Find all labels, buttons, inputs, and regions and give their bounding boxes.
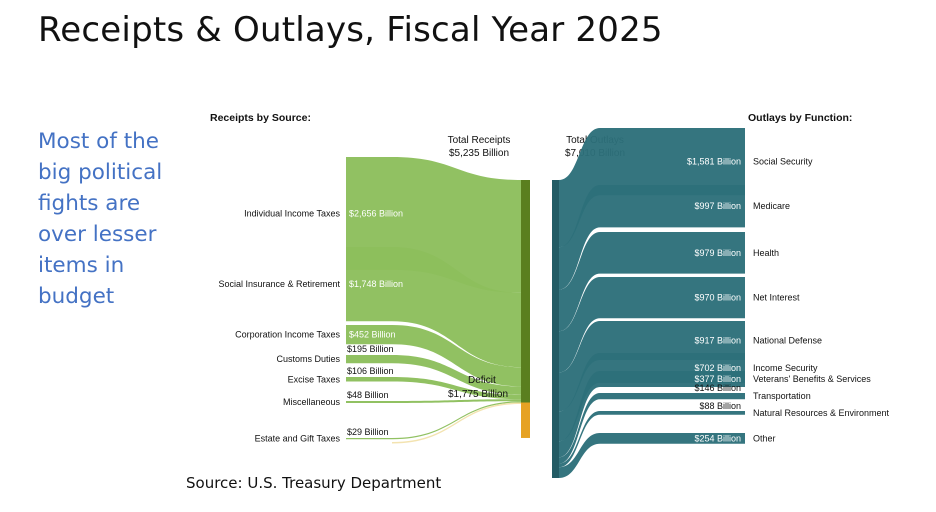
deficit-label: Deficit [468, 375, 496, 386]
outlay-value: $377 Billion [694, 374, 741, 384]
outlay-label: Health [753, 248, 779, 258]
outlays-heading: Outlays by Function: [748, 112, 852, 124]
outlay-flow [559, 277, 745, 373]
outlay-value: $254 Billion [694, 433, 741, 443]
receipt-label: Individual Income Taxes [244, 208, 340, 218]
side-note-line: budget [38, 284, 115, 309]
side-note-line: Most of the [38, 129, 160, 154]
outlay-flow [559, 321, 745, 412]
receipt-flow [346, 377, 521, 400]
outlay-label: Veterans' Benefits & Services [753, 374, 871, 384]
side-note: Most of the big political fights are ove… [38, 126, 188, 312]
receipt-value: $29 Billion [347, 427, 389, 437]
side-note-line: fights are [38, 191, 141, 216]
source-note: Source: U.S. Treasury Department [186, 474, 442, 492]
outlay-label: Income Security [753, 363, 818, 373]
outlay-value: $702 Billion [694, 363, 741, 373]
receipt-label: Excise Taxes [288, 374, 341, 384]
receipt-flow [346, 355, 521, 395]
outlay-label: Medicare [753, 201, 790, 211]
slide-title: Receipts & Outlays, Fiscal Year 2025 [38, 10, 663, 50]
deficit-flow [392, 402, 521, 444]
receipt-flow [346, 401, 521, 440]
receipt-value: $452 Billion [349, 330, 396, 340]
receipt-label: Estate and Gift Taxes [255, 434, 341, 444]
outlay-label: Transportation [753, 391, 811, 401]
side-note-line: over lesser [38, 222, 157, 247]
outlay-label: Social Security [753, 157, 813, 167]
receipts-heading: Receipts by Source: [210, 112, 311, 124]
receipt-value: $2,656 Billion [349, 208, 403, 218]
receipt-value: $48 Billion [347, 390, 389, 400]
outlay-value: $997 Billion [694, 201, 741, 211]
side-note-line: items in [38, 253, 125, 278]
outlay-label: Net Interest [753, 293, 800, 303]
total-receipts-label: Total Receipts [448, 135, 511, 146]
outlay-flow [559, 185, 745, 290]
outlay-label: Natural Resources & Environment [753, 408, 890, 418]
receipt-label: Corporation Income Taxes [235, 330, 340, 340]
receipt-label: Social Insurance & Retirement [218, 279, 340, 289]
receipt-value: $106 Billion [347, 366, 394, 376]
receipt-value: $1,748 Billion [349, 279, 403, 289]
total-receipts-value: $5,235 Billion [449, 148, 509, 159]
outlay-flow [559, 232, 745, 332]
deficit-bar [521, 402, 530, 438]
outlays-total-bar [552, 180, 559, 478]
outlay-value: $917 Billion [694, 335, 741, 345]
receipt-flow [346, 399, 521, 404]
outlay-value: $146 Billion [694, 383, 741, 393]
receipts-total-bar [521, 180, 530, 403]
outlay-flow [559, 433, 745, 479]
receipt-label: Customs Duties [276, 354, 340, 364]
receipt-label: Miscellaneous [283, 397, 341, 407]
outlay-value: $1,581 Billion [687, 157, 741, 167]
receipt-flow [346, 325, 521, 387]
side-note-line: big political [38, 160, 163, 185]
outlay-label: Other [753, 433, 776, 443]
outlay-flow [559, 371, 745, 458]
outlay-label: National Defense [753, 335, 822, 345]
outlay-value: $88 Billion [699, 401, 741, 411]
receipt-value: $195 Billion [347, 344, 394, 354]
outlay-value: $970 Billion [694, 293, 741, 303]
outlay-value: $979 Billion [694, 248, 741, 258]
receipt-flow [346, 247, 521, 368]
deficit-value: $1,775 Billion [448, 389, 508, 400]
